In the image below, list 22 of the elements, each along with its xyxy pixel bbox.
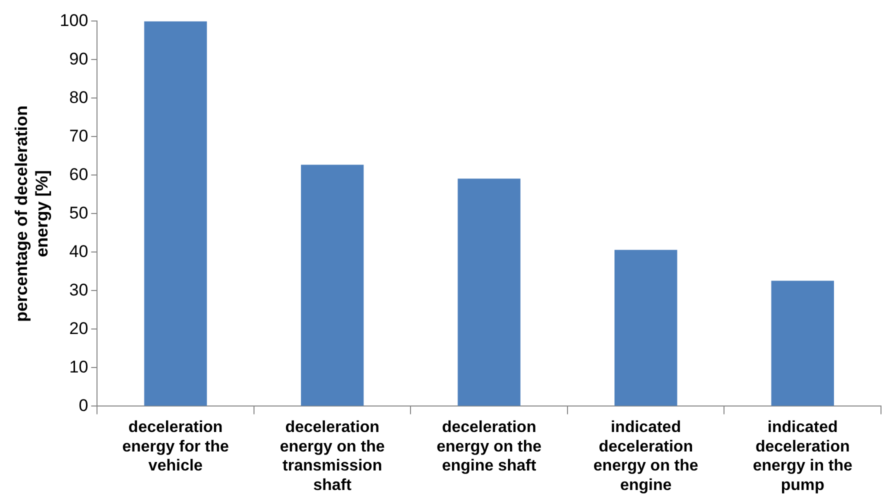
bar [300, 164, 364, 406]
y-tick-label: 20 [69, 318, 88, 338]
y-tick-label: 90 [69, 49, 88, 68]
y-tick-label: 40 [69, 242, 88, 261]
y-tick-label: 10 [69, 357, 88, 376]
x-tick-label: deceleration energy on the transmission shaft [280, 419, 385, 494]
bar [144, 21, 207, 406]
x-tick-label: deceleration energy on the engine shaft [436, 419, 542, 475]
y-tick-label: 50 [69, 203, 88, 222]
y-tick-label: 60 [69, 164, 88, 184]
x-tick-label: deceleration energy for the vehicle [122, 419, 229, 475]
y-axis-title: percentage of deceleration energy [%] [12, 106, 52, 322]
y-tick-label: 100 [60, 10, 88, 30]
y-tick-label: 0 [78, 396, 88, 415]
bar [771, 280, 834, 406]
y-tick-label: 80 [69, 88, 88, 107]
bar [614, 250, 678, 406]
y-tick-label: 30 [69, 280, 88, 300]
y-tick-label: 70 [69, 126, 88, 146]
bar [458, 178, 520, 406]
x-tick-label: indicated deceleration energy in the pump [752, 419, 853, 494]
x-tick-label: indicated deceleration energy on the engine [593, 419, 698, 494]
